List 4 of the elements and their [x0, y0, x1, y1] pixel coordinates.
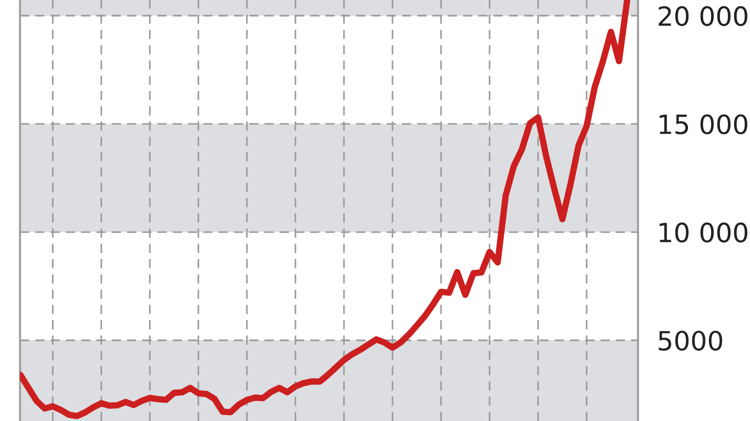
y-tick-label: 15 000	[660, 114, 748, 134]
y-tick-label: 5000	[658, 330, 722, 351]
y-tick-label: 20 000	[658, 6, 748, 26]
y-tick-label: 10 000	[660, 222, 748, 242]
